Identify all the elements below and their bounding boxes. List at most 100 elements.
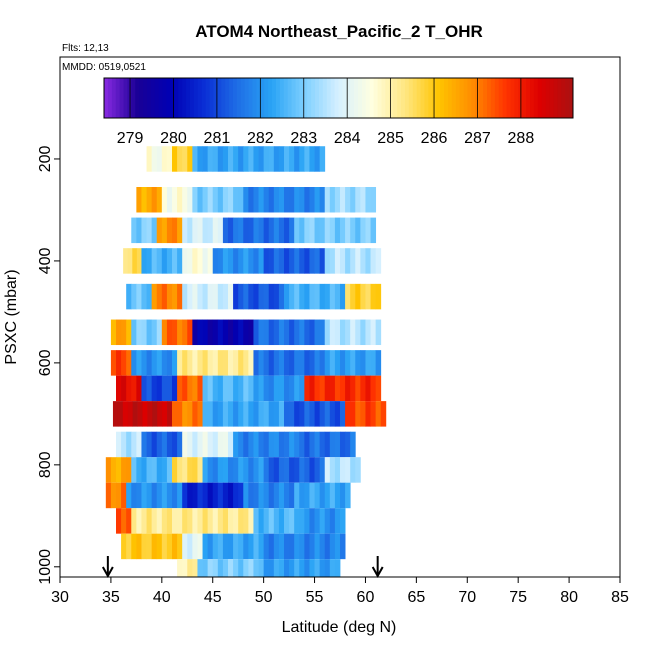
y-tick-label: 600 [37,349,54,376]
heatmap-cell [360,187,366,213]
heatmap-cell [177,559,183,577]
heatmap-cell [141,508,147,534]
heatmap-cell [243,283,249,310]
heatmap-cell [222,559,229,577]
heatmap-cell [334,217,341,244]
heatmap-cell [299,146,305,172]
colorbar-swatch [420,78,425,118]
heatmap-cell [197,533,203,560]
heatmap-cell [228,482,234,509]
colorbar-swatch [146,78,152,118]
heatmap-cell [182,146,188,172]
heatmap-cell [187,559,193,577]
heatmap-cell [258,533,265,560]
heatmap-cell [289,401,295,427]
heatmap-cell [233,533,239,560]
heatmap-cell [345,350,351,376]
heatmap-cell [187,319,193,346]
colorbar-swatch [487,78,492,118]
heatmap-cell [187,431,193,458]
heatmap-cell [151,283,158,310]
heatmap-cell [314,533,321,560]
heatmap-cell [294,533,300,560]
heatmap-cell [324,375,331,402]
colorbar-swatch [432,78,437,118]
colorbar-tick-label: 283 [290,130,317,147]
heatmap-cell [340,187,346,213]
heatmap-cell [299,217,305,244]
colorbar-swatch [490,78,496,118]
heatmap-cell [146,283,153,310]
heatmap-cell [192,533,198,560]
heatmap-cell [329,457,336,483]
heatmap-cell [182,319,188,346]
heatmap-cell [212,482,219,509]
colorbar-swatch [283,78,289,118]
heatmap-cell [238,457,244,483]
heatmap-cell [309,187,315,213]
x-tick-label: 35 [102,589,120,606]
heatmap-cell [253,508,259,534]
heatmap-cell [314,559,321,577]
colorbar-swatch [428,78,433,118]
heatmap-cell [304,431,310,458]
heatmap-cell [187,457,193,483]
heatmap-cell [314,431,321,458]
y-tick-label: 400 [37,247,54,274]
heatmap-cell [238,375,244,402]
heatmap-cell [126,457,132,483]
colorbar-swatch [268,78,273,118]
heatmap-cell [370,187,377,213]
heatmap-cell [121,457,127,483]
heatmap-cell [350,401,356,427]
colorbar-swatch [135,78,140,118]
heatmap-cell [151,146,158,172]
heatmap-cell [278,248,285,274]
heatmap-cell [243,319,249,346]
heatmap-cell [166,319,173,346]
colorbar-swatch [252,78,257,118]
heatmap-cell [284,482,290,509]
x-tick-label: 60 [357,589,375,606]
colorbar-tick-label: 279 [117,130,144,147]
heatmap-cell [340,217,346,244]
heatmap-cell [294,187,300,213]
heatmap-cell [136,375,142,402]
heatmap-cell [278,508,285,534]
heatmap-cell [263,482,270,509]
heatmap-cell [238,431,244,458]
colorbar-swatch [381,78,386,118]
colorbar-swatch [494,78,500,118]
heatmap-cell [238,248,244,274]
colorbar-swatch [131,78,136,118]
heatmap-cell [284,248,290,274]
heatmap-cell [340,431,346,458]
heatmap-cell [172,248,178,274]
heatmap-cell [146,533,153,560]
heatmap-cell [314,457,321,483]
heatmap-cell [289,319,295,346]
heatmap-cell [238,350,244,376]
heatmap-cell [156,350,163,376]
heatmap-cell [319,559,326,577]
colorbar-swatch [393,78,398,118]
heatmap-cell [182,533,188,560]
heatmap-cell [263,533,270,560]
heatmap-cell [309,248,315,274]
heatmap-cell [172,283,178,310]
heatmap-cell [222,431,229,458]
heatmap-cell [258,508,265,534]
heatmap-cell [238,401,244,427]
heatmap-cell [233,559,239,577]
heatmap-cell [284,146,290,172]
heatmap-cell [370,248,377,274]
heatmap-cell [360,375,366,402]
heatmap-cell [375,401,382,427]
colorbar-swatch [530,78,535,118]
heatmap-cell [228,508,234,534]
heatmap-cell [355,319,361,346]
heatmap-cell [217,187,224,213]
colorbar-swatch [436,78,441,118]
heatmap-cell [299,559,305,577]
heatmap-cell [345,319,351,346]
